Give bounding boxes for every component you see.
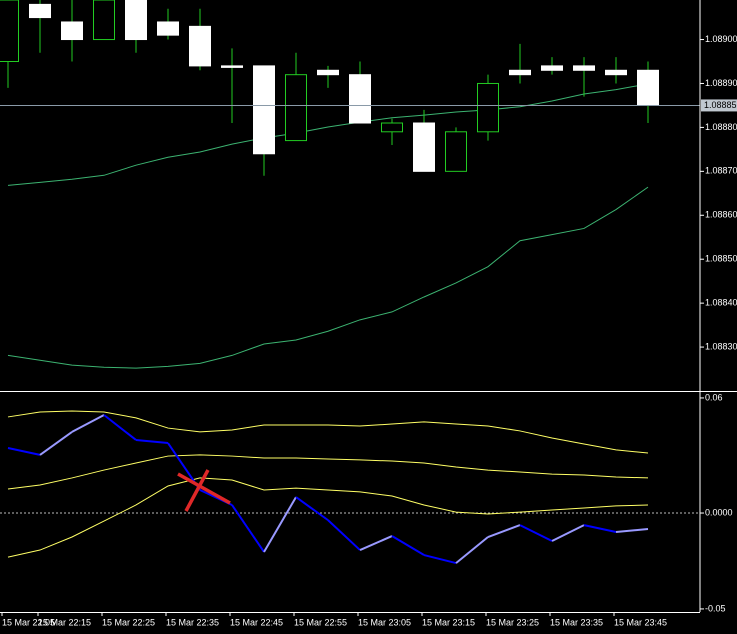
candle-body <box>61 21 83 41</box>
x-tick-label: 15 Mar 22:45 <box>230 617 283 627</box>
candle-body <box>477 82 499 133</box>
indicator-segment <box>455 536 489 564</box>
candle-body <box>29 3 51 19</box>
indicator-segment <box>551 524 585 542</box>
candle-body <box>381 122 403 133</box>
y-tick-label: 0.06 <box>705 392 723 402</box>
x-tick-label: 15 Mar 22:05 <box>2 617 55 627</box>
x-tick-label: 15 Mar 22:35 <box>166 617 219 627</box>
indicator-segment <box>327 519 361 551</box>
indicator-line <box>7 186 649 369</box>
indicator-line <box>7 410 649 454</box>
indicator-line <box>7 454 649 490</box>
indicator-segment <box>583 524 617 533</box>
y-tick-label: 1.08880 <box>705 122 737 132</box>
candle-body <box>413 122 435 172</box>
candle-body <box>317 69 339 76</box>
x-tick-label: 15 Mar 22:55 <box>294 617 347 627</box>
indicator-segment <box>487 524 521 538</box>
last-price-box <box>701 99 737 112</box>
candle-body <box>573 65 595 71</box>
annotation-stroke <box>177 472 231 505</box>
candle-body <box>125 0 147 41</box>
x-tick-label: 15 Mar 22:25 <box>102 617 155 627</box>
candle-body <box>253 65 275 155</box>
candle-body <box>541 65 563 71</box>
x-tick-label: 15 Mar 23:45 <box>614 617 667 627</box>
candle-body <box>509 69 531 76</box>
indicator-pane <box>0 410 700 565</box>
indicator-segment <box>103 414 137 441</box>
candle-body <box>0 0 19 63</box>
last-price-label: 1.08885 <box>704 100 737 110</box>
y-tick-label: 0.0000 <box>705 507 733 517</box>
candle-body <box>349 74 371 124</box>
y-tick-label: 1.08860 <box>705 210 737 220</box>
annotation-stroke <box>184 469 210 512</box>
indicator-segment <box>391 535 425 556</box>
indicator-segment <box>7 447 41 456</box>
y-tick-label: -0.05 <box>705 603 726 613</box>
x-tick-label: 15 Mar 23:35 <box>550 617 603 627</box>
candle-body <box>157 21 179 36</box>
y-tick-label: 1.08870 <box>705 166 737 176</box>
indicator-line <box>7 477 649 558</box>
candle-body <box>189 25 211 67</box>
y-tick-label: 1.08830 <box>705 341 737 351</box>
y-tick-label: 1.08840 <box>705 298 737 308</box>
x-tick-label: 15 Mar 23:05 <box>358 617 411 627</box>
x-tick-label: 15 Mar 23:15 <box>422 617 475 627</box>
y-tick-label: 1.08850 <box>705 254 737 264</box>
candle-body <box>605 69 627 76</box>
candle-body <box>221 65 243 68</box>
indicator-segment <box>359 535 393 551</box>
indicator-segment <box>295 496 329 521</box>
indicator-segment <box>39 431 73 456</box>
y-tick-label: 1.08890 <box>705 78 737 88</box>
indicator-segment <box>263 496 297 553</box>
indicator-segment <box>135 438 169 445</box>
candle-body <box>285 74 307 142</box>
candle-body <box>637 69 659 106</box>
indicator-segment <box>423 554 457 565</box>
price-pane <box>0 0 700 369</box>
indicator-segment <box>615 527 649 534</box>
annotation-cross <box>177 469 231 512</box>
candle-body <box>93 0 115 41</box>
indicator-segment <box>519 524 553 542</box>
x-tick-label: 15 Mar 22:15 <box>38 617 91 627</box>
indicator-segment <box>71 414 105 433</box>
indicator-line <box>7 83 649 186</box>
y-tick-label: 1.08900 <box>705 34 737 44</box>
x-tick-label: 15 Mar 23:25 <box>486 617 539 627</box>
indicator-segment <box>231 504 265 553</box>
candle-body <box>445 131 467 172</box>
